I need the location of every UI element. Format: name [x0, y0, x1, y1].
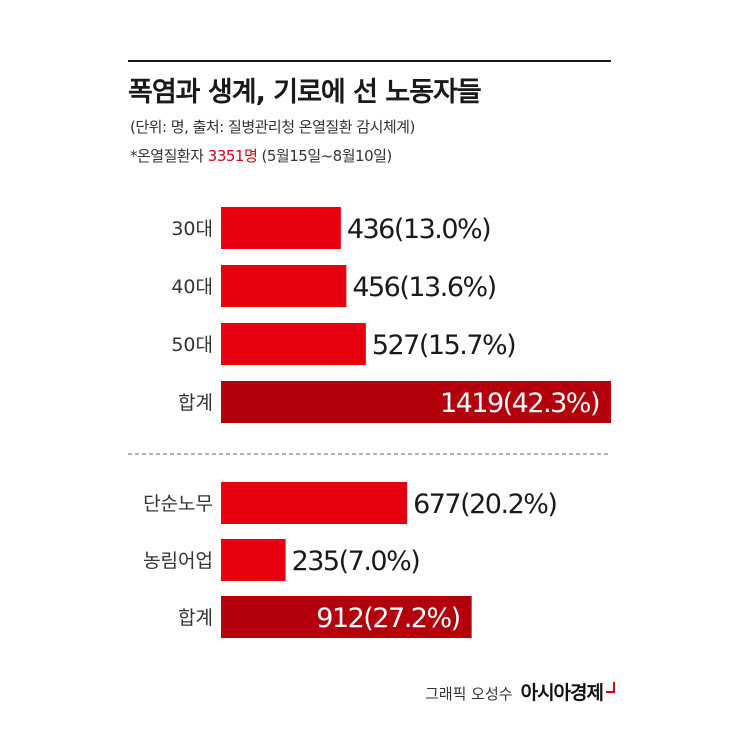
category-label: 농림어업: [143, 550, 213, 572]
bar: [221, 482, 408, 524]
value-label: 1419(42.3%): [440, 388, 599, 419]
top-rule: [128, 60, 611, 62]
category-label: 합계: [178, 607, 213, 629]
value-label: 527(15.7%): [372, 330, 515, 361]
credit-byline: 그래픽 오성수: [425, 685, 513, 703]
category-label: 50대: [171, 334, 213, 356]
bar: [221, 207, 341, 249]
total-bar: [221, 596, 472, 638]
chart-note: *온열질환자 3351명 (5월15일~8월10일): [130, 145, 392, 166]
value-label: 456(13.6%): [352, 272, 495, 303]
category-label: 합계: [178, 392, 213, 414]
note-prefix: *온열질환자: [130, 147, 208, 165]
category-label: 30대: [171, 218, 213, 240]
bar: [221, 539, 286, 581]
chart-subtitle: (단위: 명, 출처: 질병관리청 온열질환 감시체계): [130, 118, 415, 136]
credit: 그래픽 오성수 아시아경제: [425, 678, 615, 705]
chart-title: 폭염과 생계, 기로에 선 노동자들: [128, 77, 482, 108]
value-label: 235(7.0%): [292, 546, 420, 577]
note-highlight: 3351명: [207, 147, 258, 165]
value-label: 436(13.0%): [347, 214, 490, 245]
total-bar: [221, 381, 611, 423]
bar: [221, 265, 347, 307]
value-label: 677(20.2%): [413, 489, 556, 520]
bar: [221, 323, 366, 365]
category-label: 40대: [171, 276, 213, 298]
brand-logo-text: 아시아경제: [520, 682, 604, 704]
value-label: 912(27.2%): [316, 603, 459, 634]
category-label: 단순노무: [143, 493, 213, 515]
brand-mark-icon: [606, 682, 615, 693]
note-suffix: (5월15일~8월10일): [257, 147, 393, 165]
